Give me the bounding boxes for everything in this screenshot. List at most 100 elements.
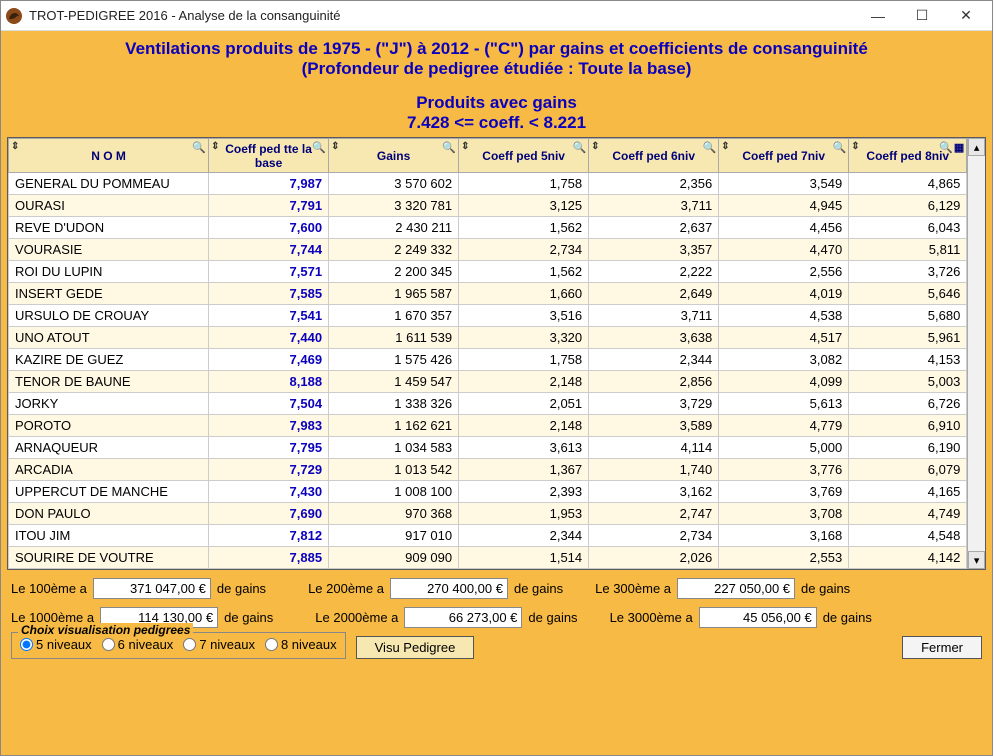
table-row[interactable]: UPPERCUT DE MANCHE7,4301 008 1002,3933,1… — [9, 481, 967, 503]
table-row[interactable]: KAZIRE DE GUEZ7,4691 575 4261,7582,3443,… — [9, 349, 967, 371]
radio-5niveaux[interactable]: 5 niveaux — [20, 637, 92, 652]
maximize-button[interactable]: ☐ — [900, 2, 944, 30]
cell-coef-base: 7,987 — [209, 173, 329, 195]
magnify-icon[interactable]: 🔍 — [192, 141, 206, 154]
cell-coef7: 2,556 — [719, 261, 849, 283]
col-header-coef8[interactable]: ⇕Coeff ped 8niv🔍▦ — [849, 139, 967, 173]
cell-coef6: 2,344 — [589, 349, 719, 371]
radio-7niveaux-input[interactable] — [183, 638, 196, 651]
scroll-track[interactable] — [968, 156, 985, 551]
cell-coef7: 5,613 — [719, 393, 849, 415]
cell-coef8: 4,548 — [849, 525, 967, 547]
vertical-scrollbar[interactable]: ▴ ▾ — [967, 138, 985, 569]
table-row[interactable]: POROTO7,9831 162 6212,1483,5894,7796,910 — [9, 415, 967, 437]
cell-gains: 3 570 602 — [329, 173, 459, 195]
cell-coef8: 6,726 — [849, 393, 967, 415]
magnify-icon[interactable]: 🔍 — [572, 141, 586, 154]
table-row[interactable]: GENERAL DU POMMEAU7,9873 570 6021,7582,3… — [9, 173, 967, 195]
sort-icon[interactable]: ⇕ — [211, 141, 219, 152]
columns-config-icon[interactable]: ▦ — [954, 141, 964, 154]
cell-coef6: 2,734 — [589, 525, 719, 547]
pedigree-levels-fieldset: Choix visualisation pedigrees 5 niveaux … — [11, 632, 346, 659]
table-row[interactable]: JORKY7,5041 338 3262,0513,7295,6136,726 — [9, 393, 967, 415]
cell-coef8: 5,811 — [849, 239, 967, 261]
sort-icon[interactable]: ⇕ — [331, 141, 339, 152]
radio-7niveaux[interactable]: 7 niveaux — [183, 637, 255, 652]
sort-icon[interactable]: ⇕ — [11, 141, 19, 152]
table-row[interactable]: UNO ATOUT7,4401 611 5393,3203,6384,5175,… — [9, 327, 967, 349]
table-row[interactable]: ROI DU LUPIN7,5712 200 3451,5622,2222,55… — [9, 261, 967, 283]
summary-value-200[interactable] — [390, 578, 508, 599]
sort-icon[interactable]: ⇕ — [461, 141, 469, 152]
cell-coef-base: 7,983 — [209, 415, 329, 437]
scroll-down-button[interactable]: ▾ — [968, 551, 985, 569]
sort-icon[interactable]: ⇕ — [851, 141, 859, 152]
summary-value-2000[interactable] — [404, 607, 522, 628]
table-row[interactable]: DON PAULO7,690970 3681,9532,7473,7084,74… — [9, 503, 967, 525]
radio-6niveaux[interactable]: 6 niveaux — [102, 637, 174, 652]
cell-coef8: 4,142 — [849, 547, 967, 569]
magnify-icon[interactable]: 🔍 — [702, 141, 716, 154]
cell-coef5: 2,051 — [459, 393, 589, 415]
col-header-coef6[interactable]: ⇕Coeff ped 6niv🔍 — [589, 139, 719, 173]
fieldset-legend: Choix visualisation pedigrees — [18, 623, 193, 637]
close-window-button[interactable]: ✕ — [944, 2, 988, 30]
table-row[interactable]: REVE D'UDON7,6002 430 2111,5622,6374,456… — [9, 217, 967, 239]
table-row[interactable]: ARNAQUEUR7,7951 034 5833,6134,1145,0006,… — [9, 437, 967, 459]
visu-pedigree-button[interactable]: Visu Pedigree — [356, 636, 475, 659]
magnify-icon[interactable]: 🔍 — [312, 141, 326, 154]
magnify-icon[interactable]: 🔍 — [442, 141, 456, 154]
minimize-button[interactable]: — — [856, 2, 900, 30]
radio-5niveaux-input[interactable] — [20, 638, 33, 651]
radio-8niveaux[interactable]: 8 niveaux — [265, 637, 337, 652]
cell-coef7: 3,549 — [719, 173, 849, 195]
cell-coef6: 3,729 — [589, 393, 719, 415]
col-header-name[interactable]: ⇕N O M🔍 — [9, 139, 209, 173]
table-row[interactable]: TENOR DE BAUNE8,1881 459 5472,1482,8564,… — [9, 371, 967, 393]
scroll-up-button[interactable]: ▴ — [968, 138, 985, 156]
cell-gains: 1 670 357 — [329, 305, 459, 327]
table-row[interactable]: ARCADIA7,7291 013 5421,3671,7403,7766,07… — [9, 459, 967, 481]
cell-coef6: 2,747 — [589, 503, 719, 525]
table-row[interactable]: OURASI7,7913 320 7813,1253,7114,9456,129 — [9, 195, 967, 217]
sort-icon[interactable]: ⇕ — [721, 141, 729, 152]
magnify-icon[interactable]: 🔍 — [939, 141, 953, 154]
window-title: TROT-PEDIGREE 2016 - Analyse de la consa… — [29, 8, 856, 23]
sort-icon[interactable]: ⇕ — [591, 141, 599, 152]
cell-coef7: 4,099 — [719, 371, 849, 393]
table-row[interactable]: ITOU JIM7,812917 0102,3442,7343,1684,548 — [9, 525, 967, 547]
cell-coef-base: 7,812 — [209, 525, 329, 547]
close-button[interactable]: Fermer — [902, 636, 982, 659]
cell-coef-base: 7,600 — [209, 217, 329, 239]
cell-coef6: 2,649 — [589, 283, 719, 305]
cell-coef-base: 7,729 — [209, 459, 329, 481]
cell-coef5: 1,562 — [459, 261, 589, 283]
table-row[interactable]: INSERT GEDE7,5851 965 5871,6602,6494,019… — [9, 283, 967, 305]
col-header-coef7[interactable]: ⇕Coeff ped 7niv🔍 — [719, 139, 849, 173]
cell-coef-base: 7,430 — [209, 481, 329, 503]
magnify-icon[interactable]: 🔍 — [833, 141, 847, 154]
cell-coef6: 4,114 — [589, 437, 719, 459]
cell-coef6: 3,357 — [589, 239, 719, 261]
cell-coef5: 3,320 — [459, 327, 589, 349]
summary-value-100[interactable] — [93, 578, 211, 599]
col-header-gains[interactable]: ⇕Gains🔍 — [329, 139, 459, 173]
summary-value-3000[interactable] — [699, 607, 817, 628]
table-row[interactable]: SOURIRE DE VOUTRE7,885909 0901,5142,0262… — [9, 547, 967, 569]
col-header-coef5[interactable]: ⇕Coeff ped 5niv🔍 — [459, 139, 589, 173]
content-area: Ventilations produits de 1975 - ("J") à … — [1, 31, 992, 755]
cell-coef8: 4,749 — [849, 503, 967, 525]
cell-name: UPPERCUT DE MANCHE — [9, 481, 209, 503]
col-header-coef-base[interactable]: ⇕Coeff ped tte la base🔍 — [209, 139, 329, 173]
header-line-3: Produits avec gains — [7, 93, 986, 113]
summary-value-300[interactable] — [677, 578, 795, 599]
cell-coef5: 1,660 — [459, 283, 589, 305]
radio-8niveaux-input[interactable] — [265, 638, 278, 651]
radio-6niveaux-input[interactable] — [102, 638, 115, 651]
cell-coef5: 1,562 — [459, 217, 589, 239]
app-window: TROT-PEDIGREE 2016 - Analyse de la consa… — [0, 0, 993, 756]
cell-coef5: 1,367 — [459, 459, 589, 481]
table-row[interactable]: VOURASIE7,7442 249 3322,7343,3574,4705,8… — [9, 239, 967, 261]
cell-coef7: 2,553 — [719, 547, 849, 569]
table-row[interactable]: URSULO DE CROUAY7,5411 670 3573,5163,711… — [9, 305, 967, 327]
